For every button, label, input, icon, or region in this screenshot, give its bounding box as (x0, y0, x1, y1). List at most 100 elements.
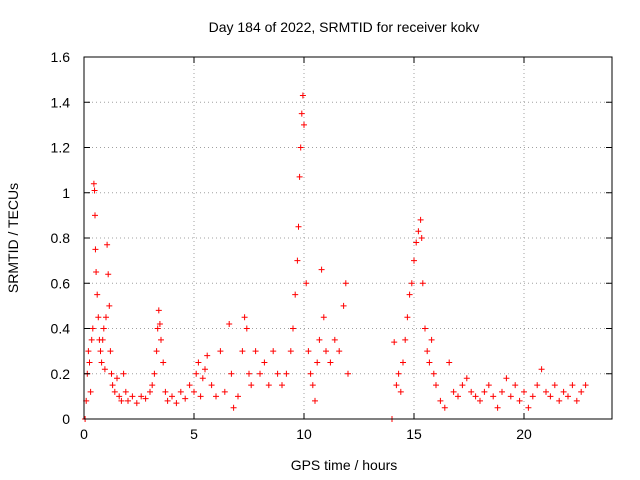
data-point (191, 388, 197, 395)
y-tick-label: 0.6 (51, 275, 71, 291)
data-point (441, 404, 448, 411)
data-point (155, 307, 162, 314)
data-point (228, 370, 235, 377)
data-point (316, 336, 323, 343)
data-point (99, 336, 106, 343)
data-point (404, 314, 411, 321)
data-point (261, 359, 268, 366)
data-point (406, 291, 413, 298)
y-tick-label: 0.8 (51, 230, 71, 246)
data-point (314, 359, 321, 366)
data-point (213, 393, 219, 400)
data-point (89, 325, 96, 332)
x-tick-label: 10 (296, 426, 312, 442)
data-point (463, 375, 470, 382)
data-point (129, 393, 136, 400)
data-point (105, 271, 112, 278)
data-point (279, 382, 285, 389)
data-point (101, 366, 108, 373)
data-point (85, 348, 92, 355)
data-point (415, 228, 422, 235)
data-point (202, 366, 208, 373)
data-point (173, 400, 180, 407)
data-point (118, 397, 125, 404)
data-point (100, 325, 107, 332)
data-point (195, 359, 202, 366)
y-tick-label: 1 (62, 185, 70, 201)
data-point (327, 359, 334, 366)
data-point (248, 382, 255, 389)
data-point (153, 348, 160, 355)
data-point (490, 393, 497, 400)
data-point (411, 257, 417, 264)
data-point (138, 393, 145, 400)
data-point (395, 370, 402, 377)
data-point (265, 382, 272, 389)
data-point (430, 370, 437, 377)
data-point (494, 404, 501, 411)
data-point (426, 359, 433, 366)
y-axis-label: SRMTID / TECUs (5, 183, 21, 293)
data-point (408, 280, 415, 287)
data-point (92, 212, 98, 219)
data-point (400, 359, 406, 366)
data-point (312, 397, 318, 404)
data-point (551, 382, 558, 389)
data-point (186, 382, 193, 389)
data-point (331, 336, 338, 343)
data-point (499, 388, 505, 395)
data-point (418, 235, 425, 241)
data-point (320, 314, 327, 321)
data-point (538, 366, 545, 373)
data-point (290, 325, 296, 332)
data-point (521, 388, 527, 395)
data-point (309, 382, 316, 389)
data-point (547, 393, 554, 400)
data-point (199, 375, 206, 382)
data-point (446, 359, 453, 366)
data-point (516, 397, 523, 404)
data-point (86, 359, 93, 366)
data-point (149, 382, 156, 389)
data-point (164, 397, 171, 404)
data-point (208, 382, 215, 389)
data-point (485, 382, 492, 389)
data-point (295, 223, 302, 230)
data-point (342, 280, 349, 287)
data-point (318, 266, 325, 273)
data-point (307, 370, 314, 377)
data-point (345, 370, 351, 377)
data-point (340, 302, 347, 309)
data-point (147, 388, 153, 395)
x-axis-label: GPS time / hours (291, 457, 398, 473)
data-point (154, 325, 161, 332)
data-point (133, 400, 140, 407)
data-point (169, 393, 175, 400)
data-point (402, 336, 409, 343)
data-point (336, 348, 343, 355)
data-point (160, 359, 167, 366)
x-tick-label: 20 (516, 426, 532, 442)
data-point (114, 375, 120, 382)
data-point (419, 280, 426, 287)
data-point (91, 187, 98, 194)
data-point (503, 375, 510, 382)
x-tick-label: 5 (190, 426, 198, 442)
data-point (230, 404, 237, 411)
data-point (97, 348, 104, 355)
data-point (433, 382, 439, 389)
data-point (241, 314, 248, 321)
data-point (193, 370, 200, 377)
data-point (142, 395, 149, 402)
data-point (301, 121, 307, 128)
data-point (158, 336, 164, 343)
y-tick-label: 0.2 (51, 366, 71, 382)
data-point (578, 388, 585, 395)
x-tick-label: 15 (406, 426, 422, 442)
data-point (92, 246, 99, 253)
data-point (252, 348, 259, 355)
data-point (197, 393, 204, 400)
data-point (507, 393, 514, 400)
data-point (94, 291, 101, 298)
data-point (116, 393, 123, 400)
